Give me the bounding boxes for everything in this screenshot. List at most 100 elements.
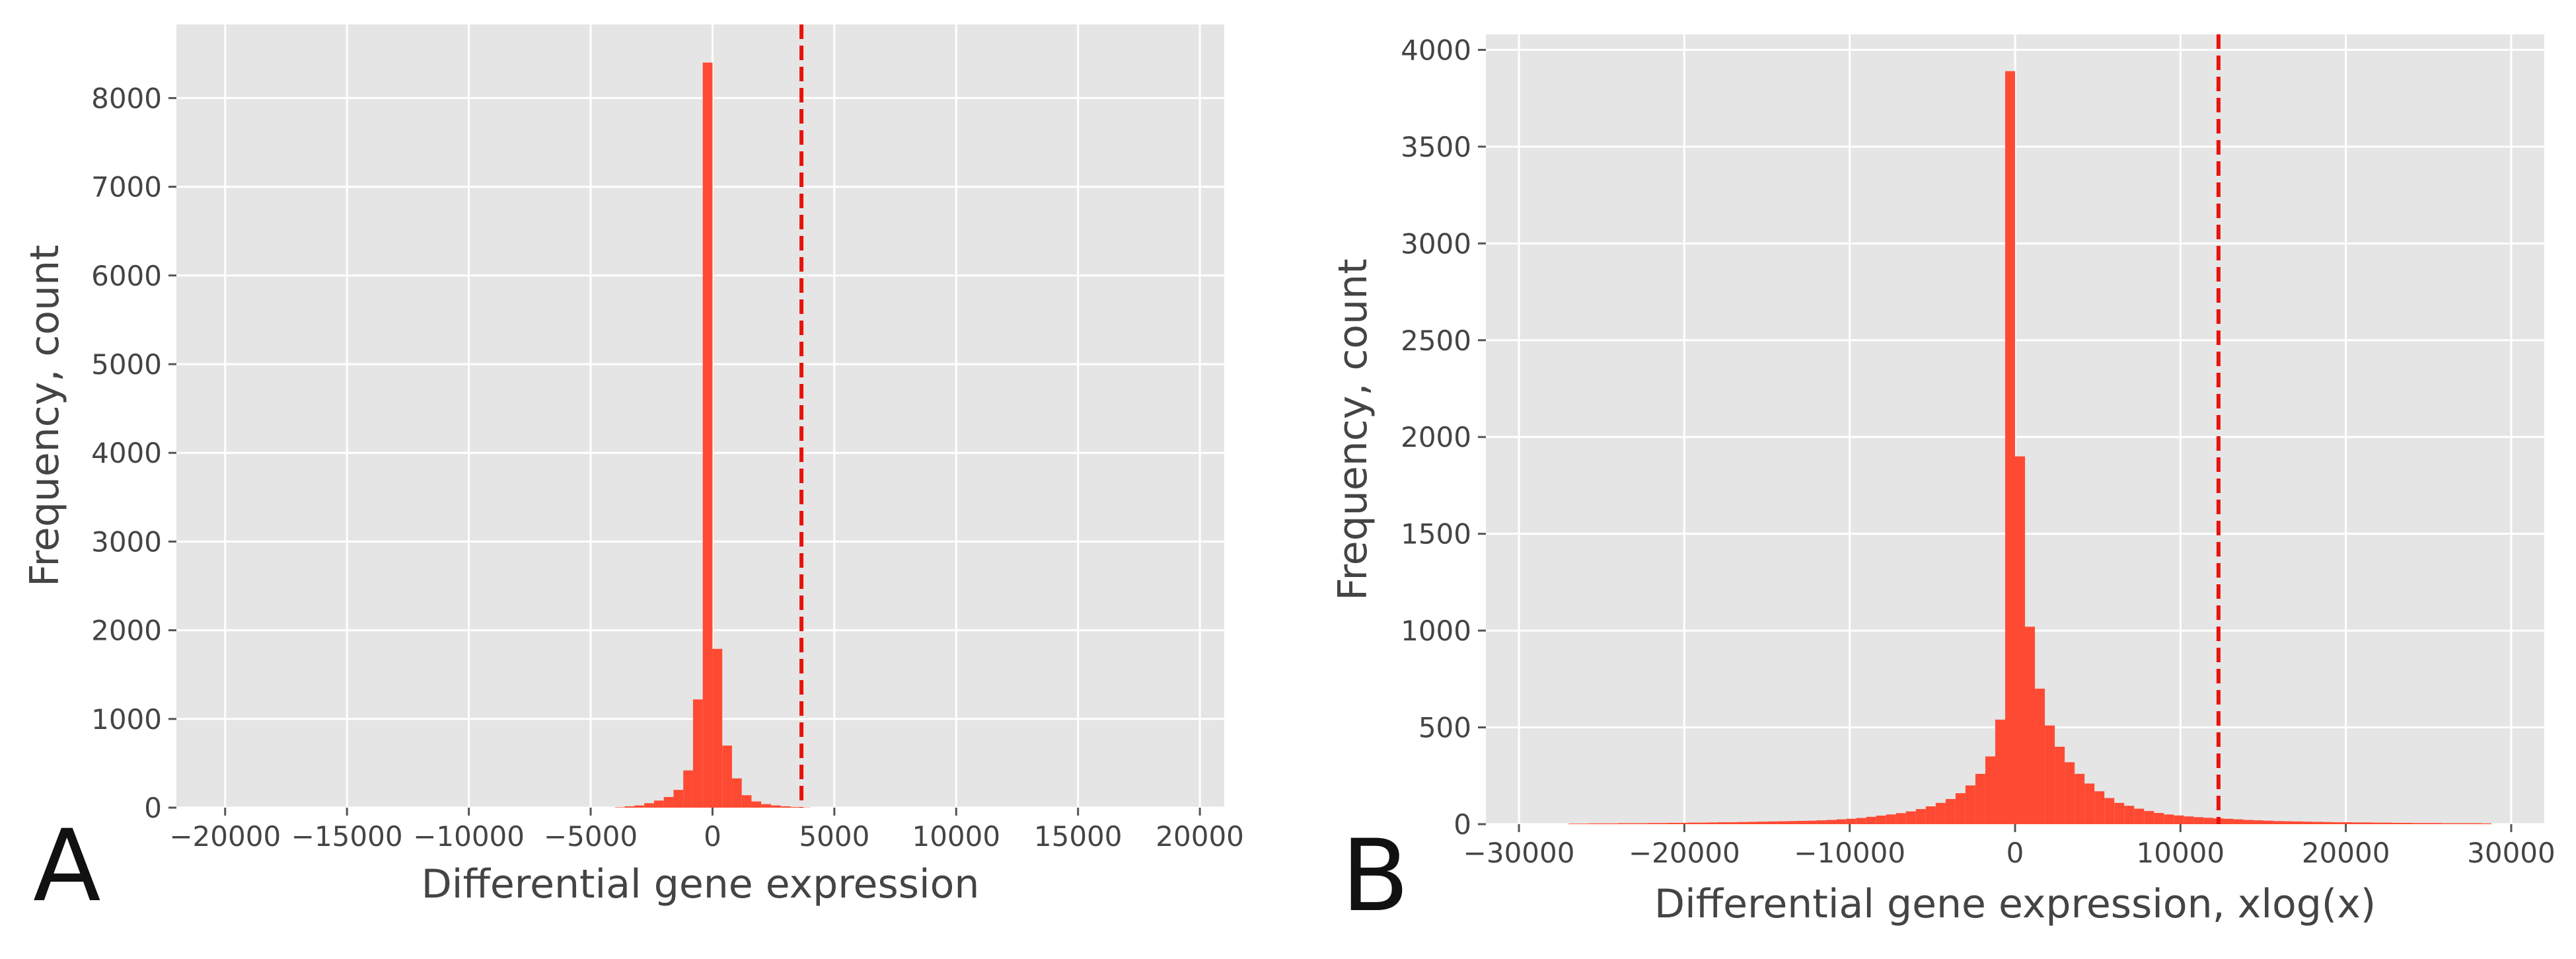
panel-a-x-tick-label: 15000: [1034, 820, 1122, 853]
panel-b-bar: [2322, 822, 2333, 824]
panel-b-bar: [1786, 821, 1797, 824]
panel-a-x-tick-label: 20000: [1156, 820, 1244, 853]
panel-b-histogram: −30000 −20000 −10000 0 10000 20000 30000 0 500 1…: [1330, 34, 2556, 934]
panel-a-plot-area: [176, 24, 1224, 808]
panel-b-bar: [2124, 806, 2135, 824]
panel-b-bar: [1846, 818, 1857, 824]
panel-a-y-ticks: 0 1000 2000 3000 4000 5000 6000 7000 8000: [91, 82, 176, 824]
panel-b-bar: [2114, 802, 2125, 824]
panel-a-histogram: −20000 −15000 −10000 −5000 0 5000 10000 15000 20…: [22, 24, 1244, 924]
panel-b-y-tick-label: 1000: [1401, 615, 1471, 647]
panel-a-y-tick-label: 5000: [91, 348, 162, 381]
panel-a-bars: [614, 62, 810, 808]
panel-a-bar: [780, 806, 791, 808]
panel-b-bar: [1658, 823, 1668, 824]
panel-b-bar: [1826, 820, 1837, 824]
panel-b-bar: [2094, 791, 2105, 824]
panel-a-y-tick-label: 8000: [91, 82, 162, 114]
panel-b-x-tick-label: 20000: [2302, 837, 2390, 869]
panel-b-bar: [1727, 822, 1738, 824]
panel-b-bar: [1895, 813, 1906, 824]
panel-b-bar: [2421, 823, 2432, 824]
panel-b-bars: [1568, 71, 2491, 824]
panel-b-bar: [2065, 762, 2075, 824]
panel-a-x-axis-label: Differential gene expression: [422, 861, 980, 907]
panel-b-letter: B: [1341, 819, 1409, 934]
panel-b-y-tick-label: 3000: [1401, 227, 1471, 260]
panel-b-bar: [1995, 719, 2005, 824]
panel-b-bar: [2075, 773, 2085, 824]
panel-b-bar: [2223, 818, 2234, 824]
panel-b-x-axis-label: Differential gene expression, xlog(x): [1654, 881, 2376, 927]
panel-a-y-tick-label: 0: [144, 792, 162, 824]
panel-b-bar: [2233, 819, 2244, 824]
panel-b-bar: [2312, 822, 2323, 824]
panel-b-y-tick-label: 1500: [1401, 518, 1471, 551]
panel-b-bar: [1747, 822, 1757, 824]
panel-b-bar: [2005, 71, 2015, 824]
panel-b-grid: [1486, 34, 2544, 825]
panel-b-y-tick-label: 3500: [1401, 131, 1471, 163]
panel-a-bar: [770, 805, 781, 808]
panel-a-y-tick-label: 1000: [91, 703, 162, 736]
panel-b-bar: [2144, 811, 2154, 824]
panel-b-x-tick-label: −10000: [1794, 837, 1905, 869]
panel-a-bar: [751, 801, 762, 808]
panel-b-bar: [1915, 809, 1926, 824]
panel-a-bar: [673, 790, 684, 808]
panel-b-bar: [2253, 820, 2263, 824]
panel-b-bar: [2372, 822, 2382, 824]
panel-b-bar: [1935, 802, 1946, 824]
panel-a-bar: [614, 807, 625, 808]
panel-b-bar: [2402, 822, 2412, 824]
panel-b-bar: [2025, 627, 2036, 824]
panel-b-bar: [1836, 819, 1847, 824]
panel-b-bar: [2283, 821, 2293, 824]
panel-b-bar: [1816, 820, 1827, 824]
panel-a-bar: [790, 806, 801, 808]
panel-a-x-tick-label: −20000: [169, 820, 281, 853]
panel-a-x-tick-label: 10000: [912, 820, 1000, 853]
panel-b-bar: [1697, 822, 1708, 824]
panel-a-y-axis-label: Frequency, count: [22, 245, 68, 586]
panel-b-bar: [1806, 820, 1817, 824]
panel-b-bar: [1965, 785, 1975, 824]
panel-b-x-tick-label: 0: [2006, 837, 2024, 869]
panel-a-bar: [663, 796, 674, 808]
panel-b-bar: [2243, 820, 2254, 824]
panel-b-bar: [1856, 818, 1866, 824]
panel-b-bar: [2084, 783, 2095, 824]
panel-b-x-tick-label: 10000: [2137, 837, 2225, 869]
panel-b-y-tick-label: 2500: [1401, 325, 1471, 357]
panel-a-bar: [761, 804, 771, 808]
panel-b-x-tick-label: −20000: [1629, 837, 1740, 869]
panel-a-bar: [683, 770, 693, 808]
panel-a-bar: [634, 805, 645, 808]
panel-b-bar: [1687, 822, 1698, 824]
panel-b-bar: [2184, 816, 2194, 824]
panel-b-x-ticks: −30000 −20000 −10000 0 10000 20000 30000: [1463, 824, 2556, 869]
panel-a-x-tick-label: 0: [704, 820, 721, 853]
panel-b-bar: [1975, 773, 1985, 824]
panel-a-bar: [624, 806, 635, 808]
panel-b-bar: [1737, 822, 1748, 824]
panel-a-bar: [702, 62, 713, 808]
panel-b-bar: [2382, 822, 2392, 824]
panel-a-letter: A: [33, 809, 101, 924]
panel-b-bar: [2362, 822, 2373, 824]
panel-b-bar: [1648, 823, 1658, 824]
panel-a-grid: [176, 24, 1224, 809]
panel-b-bar: [2015, 456, 2026, 824]
panel-b-y-tick-label: 4000: [1401, 34, 1471, 66]
panel-b-bar: [1777, 821, 1787, 824]
panel-a-bar: [644, 803, 654, 808]
panel-b-y-tick-label: 500: [1418, 712, 1471, 744]
panel-b-bar: [2411, 823, 2422, 824]
panel-b-bar: [2134, 808, 2145, 824]
panel-b-bar: [1767, 821, 1777, 824]
panel-b-y-tick-label: 2000: [1401, 421, 1471, 453]
panel-a-bar: [722, 746, 732, 808]
panel-b-bar: [2302, 822, 2313, 824]
panel-b-bar: [2193, 817, 2204, 824]
